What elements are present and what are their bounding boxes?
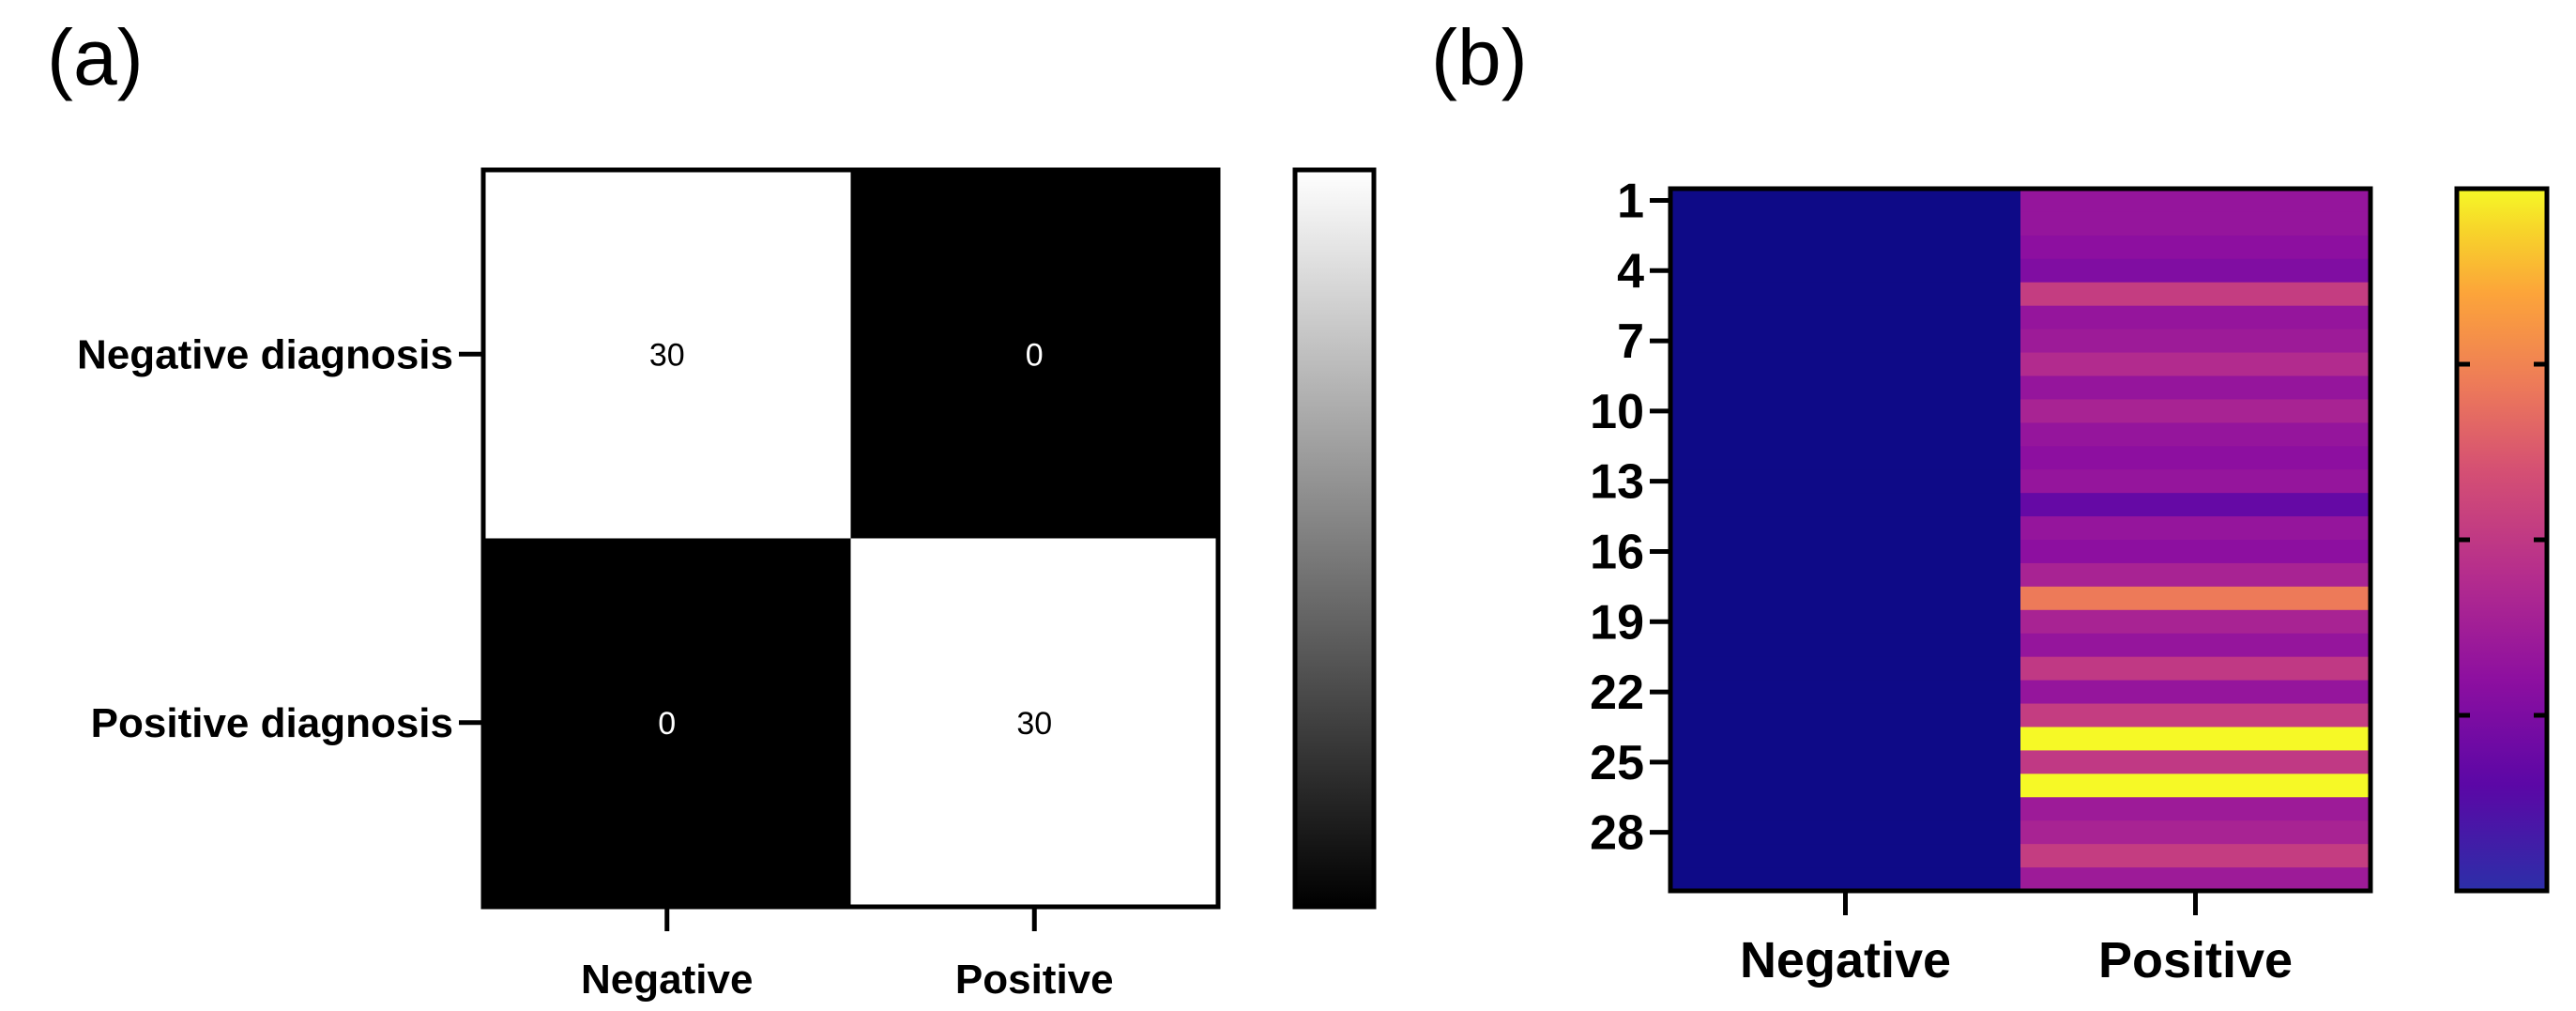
heatmap-cell (1670, 352, 2021, 376)
heatmap-cell (2020, 609, 2371, 635)
heatmap-cell (2020, 375, 2371, 400)
heatmap-cell (1670, 680, 2021, 705)
heatmap-cell (1670, 867, 2021, 892)
heatmap-cell (1670, 282, 2021, 307)
grayscale-colorbar (1292, 167, 1377, 910)
heatmap-cell (1670, 305, 2021, 330)
heatmap-cell (1670, 586, 2021, 611)
heatmap-cell (2020, 540, 2371, 564)
heatmap-cell (2020, 235, 2371, 260)
row-label: Negative diagnosis (77, 331, 453, 377)
heatmap-cell (1670, 211, 2021, 237)
column-label: Negative (581, 957, 753, 1003)
sample-heatmap-frame (1668, 186, 2373, 894)
heatmap-cell (2020, 680, 2371, 705)
heatmap-cell (1670, 844, 2021, 868)
heatmap-cell (1670, 703, 2021, 728)
row-index-label: 22 (1590, 666, 1644, 720)
row-index-label: 1 (1617, 174, 1644, 228)
column-label: Positive (2098, 932, 2293, 988)
heatmap-cell (1670, 422, 2021, 447)
row-label: Positive diagnosis (91, 700, 453, 746)
heatmap-cell (1670, 329, 2021, 354)
matrix-cell-label: 30 (1016, 706, 1052, 742)
heatmap-cell (2020, 867, 2371, 892)
heatmap-cell (2020, 774, 2371, 798)
matrix-cell (850, 538, 1218, 907)
row-index-label: 16 (1590, 525, 1644, 579)
row-index-label: 28 (1590, 806, 1644, 861)
heatmap-cell (2020, 258, 2371, 283)
column-label: Negative (1740, 932, 1951, 988)
heatmap-cell (2020, 469, 2371, 494)
confusion-matrix-panel: 30 0 0 30 Negative diagnosis Positive diagnos… (77, 170, 1218, 1003)
heatmap-cell (2020, 727, 2371, 751)
heatmap-cell (2020, 446, 2371, 470)
row-index-label: 25 (1590, 736, 1644, 790)
row-index-label: 19 (1590, 595, 1644, 650)
heatmap-cell (2020, 633, 2371, 658)
matrix-cell-label: 0 (1026, 337, 1044, 373)
heatmap-cell (1670, 750, 2021, 774)
heatmap-cell (2020, 422, 2371, 447)
matrix-cell (483, 170, 851, 539)
heatmap-cell (2020, 586, 2371, 611)
heatmap-cell (1670, 540, 2021, 564)
heatmap-cell (2020, 844, 2371, 868)
heatmap-cell (1670, 446, 2021, 470)
heatmap-cell (2020, 329, 2371, 354)
row-index-label: 10 (1590, 385, 1644, 439)
heatmap-cell (1670, 399, 2021, 423)
column-label: Positive (955, 957, 1114, 1003)
heatmap-cell (1670, 774, 2021, 798)
heatmap-cell (2020, 820, 2371, 845)
heatmap-cell (2020, 282, 2371, 307)
row-index-label: 7 (1617, 314, 1644, 369)
heatmap-cell (1670, 235, 2021, 260)
confusion-matrix-frame (480, 167, 1221, 910)
heatmap-cell (1670, 820, 2021, 845)
heatmap-cell (2020, 797, 2371, 821)
row-index-label: 4 (1617, 244, 1644, 299)
heatmap-cell (1670, 633, 2021, 658)
heatmap-cell (1670, 469, 2021, 494)
heatmap-cell (1670, 727, 2021, 751)
matrix-cell (850, 170, 1218, 539)
panel-a-label: (a) (47, 13, 144, 101)
heatmap-cell (1670, 562, 2021, 588)
heatmap-cell (2020, 399, 2371, 423)
heatmap-cell (1670, 258, 2021, 283)
heatmap-cell (1670, 516, 2021, 541)
heatmap-cell (1670, 797, 2021, 821)
matrix-cell (483, 538, 851, 907)
heatmap-cell (2020, 516, 2371, 541)
heatmap-cell (2020, 493, 2371, 517)
matrix-cell-label: 30 (649, 337, 685, 373)
heatmap-cell (1670, 656, 2021, 682)
heatmap-cell (2020, 750, 2371, 774)
heatmap-cell (2020, 189, 2371, 213)
sample-heatmap-panel: 1 4 7 10 13 16 19 22 25 28 Negative Positive (1590, 174, 2371, 988)
plasma-colorbar-ticks (2457, 361, 2547, 718)
panel-b-label: (b) (1431, 13, 1528, 101)
heatmap-cell (2020, 656, 2371, 682)
heatmap-cell (2020, 703, 2371, 728)
plasma-colorbar (2454, 186, 2550, 894)
heatmap-cell (1670, 493, 2021, 517)
matrix-cell-label: 0 (658, 706, 676, 742)
heatmap-cell (1670, 375, 2021, 400)
heatmap-cell (2020, 305, 2371, 330)
heatmap-cell (2020, 211, 2371, 237)
heatmap-cell (1670, 189, 2021, 213)
row-index-label: 13 (1590, 455, 1644, 510)
heatmap-cell (2020, 352, 2371, 376)
heatmap-cell (2020, 562, 2371, 588)
heatmap-cell (1670, 609, 2021, 635)
